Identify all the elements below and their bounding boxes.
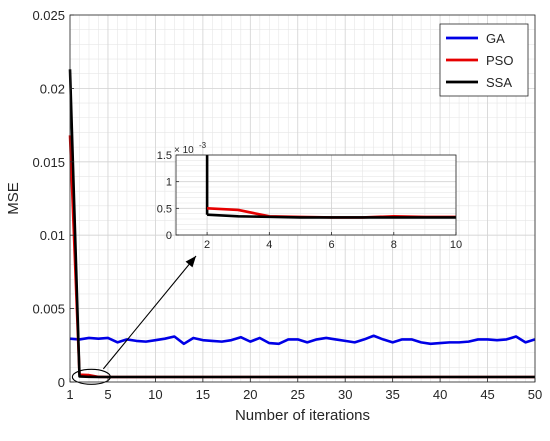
inset-frame	[175, 154, 457, 236]
x-tick-label: 15	[196, 387, 210, 402]
x-tick-label: 30	[338, 387, 352, 402]
inset-exponent-power: -3	[199, 141, 207, 150]
x-tick-label: 10	[148, 387, 162, 402]
y-tick-label: 0.02	[40, 81, 65, 96]
x-tick-label: 25	[291, 387, 305, 402]
inset-y-tick-label: 1	[166, 177, 172, 189]
inset-y-tick-label: 0	[166, 230, 172, 242]
zoom-arrow-line	[102, 255, 197, 370]
y-axis-label: MSE	[5, 182, 22, 215]
x-tick-label: 20	[243, 387, 257, 402]
zoom-annotation	[71, 255, 197, 385]
x-tick-label: 5	[104, 387, 111, 402]
y-tick-label: 0.005	[32, 302, 65, 317]
inset-exponent-label: × 10	[174, 145, 194, 156]
inset-background	[176, 155, 456, 235]
x-tick-label: 45	[480, 387, 494, 402]
y-tick-label: 0.025	[32, 8, 65, 23]
series-line-ga	[69, 334, 536, 346]
inset-x-tick-label: 10	[450, 239, 462, 251]
inset-series-line-ssa	[207, 213, 456, 219]
legend-label-ga: GA	[486, 31, 505, 46]
y-tick-label: 0.01	[40, 228, 65, 243]
inset-x-tick-label: 8	[391, 239, 397, 251]
inset-y-tick-label: 1.5	[157, 150, 172, 162]
x-tick-label: 35	[385, 387, 399, 402]
series-line-ssa	[68, 69, 535, 379]
inset-x-tick-label: 2	[204, 239, 210, 251]
inset-y-tick-label: 0.5	[157, 203, 172, 215]
legend-label-pso: PSO	[486, 53, 513, 68]
x-axis-label: Number of iterations	[235, 407, 370, 424]
x-tick-label: 1	[66, 387, 73, 402]
legend-label-ssa: SSA	[486, 75, 512, 90]
y-tick-label: 0	[58, 375, 65, 390]
y-tick-label: 0.015	[32, 155, 65, 170]
x-tick-label: 40	[433, 387, 447, 402]
zoom-ellipse	[71, 368, 111, 385]
plot-frame	[69, 14, 536, 383]
inset-x-tick-label: 6	[328, 239, 334, 251]
inset-plot: 2 4 6 8 10 0 0.5 1 1.5 × 10 -3	[157, 141, 462, 251]
legend: GA PSO SSA	[439, 23, 529, 97]
series-lines	[68, 69, 536, 379]
x-tick-label: 50	[528, 387, 542, 402]
inset-x-tick-label: 4	[266, 239, 272, 251]
axes: 1 5 10 15 20 25 30 35 40 45 5000.0050.010.0150.020…	[32, 8, 542, 402]
zoom-arrow-head	[185, 256, 196, 268]
